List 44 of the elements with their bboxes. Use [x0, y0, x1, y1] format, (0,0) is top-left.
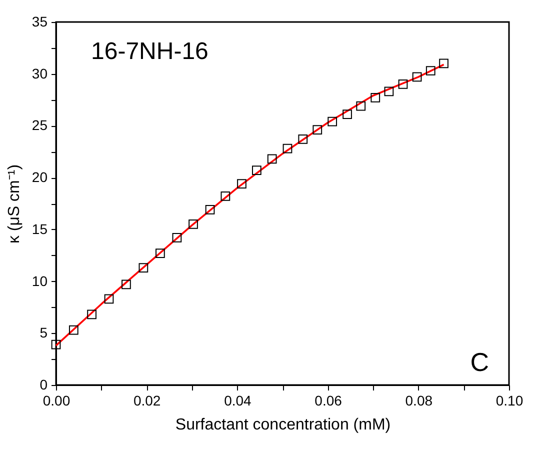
y-tick-label: 0 — [40, 376, 48, 392]
y-tick-label: 5 — [40, 324, 48, 341]
point — [51, 340, 61, 350]
point — [172, 233, 182, 242]
point — [252, 166, 262, 175]
point — [384, 86, 394, 96]
point — [220, 192, 230, 201]
point — [138, 263, 148, 272]
y-tick-label: 20 — [32, 169, 48, 186]
point — [87, 310, 96, 320]
point — [412, 72, 422, 82]
point — [267, 154, 277, 164]
x-tick-label: 0.00 — [42, 392, 70, 408]
point — [68, 325, 78, 335]
point — [188, 220, 198, 229]
y-tick-label: 15 — [32, 220, 48, 237]
point — [356, 101, 366, 111]
point — [426, 66, 436, 76]
point — [328, 116, 338, 126]
point — [237, 179, 246, 188]
annotation: C — [470, 347, 489, 377]
x-tick-label: 0.06 — [314, 392, 342, 408]
x-tick-label: 0.02 — [133, 392, 161, 408]
point — [312, 125, 322, 135]
point — [342, 110, 352, 119]
x-tick-label: 0.10 — [496, 392, 524, 408]
point — [398, 80, 408, 89]
point — [122, 280, 131, 290]
point — [370, 93, 380, 102]
x-tick-label: 0.08 — [405, 392, 433, 408]
y-tick-label: 35 — [32, 14, 48, 30]
y-tick-label: 10 — [32, 272, 48, 289]
x-axis-title: Surfactant concentration (mM) — [175, 416, 391, 434]
point — [104, 294, 114, 304]
x-tick-label: 0.04 — [224, 392, 252, 408]
y-axis-title: κ (μS cm⁻¹) — [6, 164, 23, 244]
point — [282, 144, 292, 154]
point — [298, 134, 308, 144]
y-tick-label: 25 — [32, 117, 48, 134]
point — [205, 205, 215, 214]
y-tick-label: 30 — [32, 65, 48, 82]
point — [156, 248, 165, 258]
annotation: 16-7NH-16 — [91, 38, 208, 65]
point — [439, 58, 448, 68]
